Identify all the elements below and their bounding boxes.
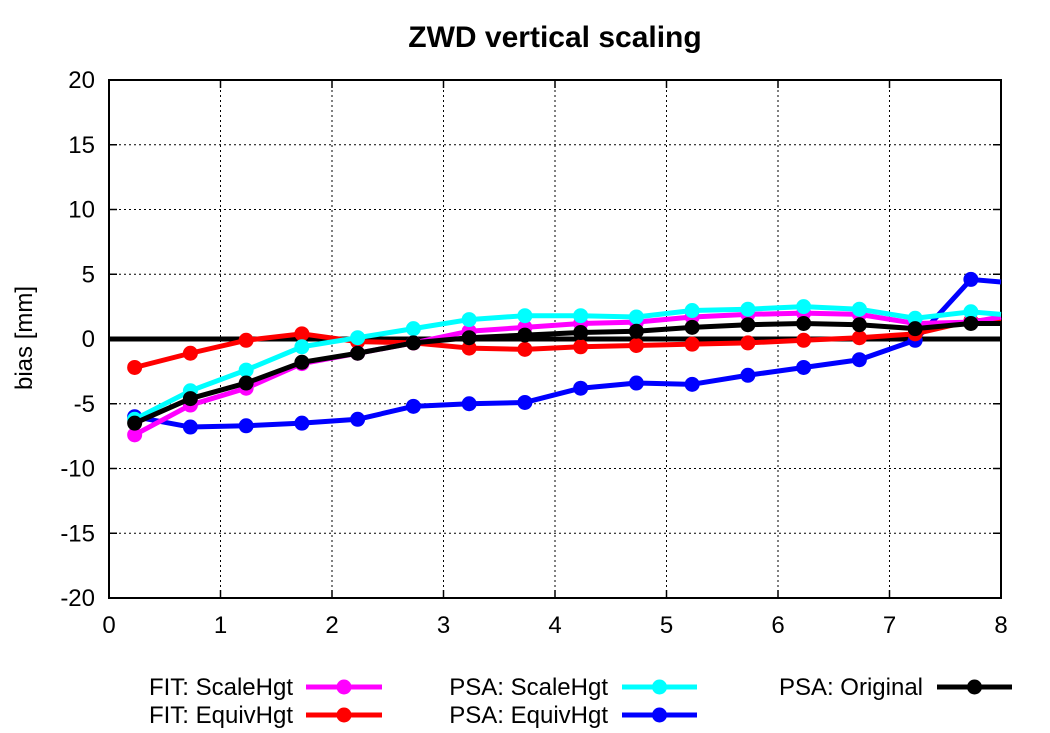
x-tick-label: 6 — [771, 612, 784, 639]
data-point-fit-equivhgt — [461, 340, 477, 356]
data-point-psa-equivhgt — [350, 411, 366, 427]
data-point-psa-scalehgt — [294, 339, 310, 355]
data-point-psa-equivhgt — [461, 396, 477, 412]
data-point-psa-scalehgt — [405, 321, 421, 337]
x-tick-label: 1 — [214, 612, 227, 639]
data-point-psa-scalehgt — [238, 362, 254, 378]
data-point-psa-original — [963, 315, 979, 331]
data-point-psa-original — [796, 315, 812, 331]
data-point-fit-equivhgt — [238, 332, 254, 348]
y-tick-label: 5 — [82, 261, 95, 288]
data-point-fit-equivhgt — [127, 359, 143, 375]
data-point-psa-scalehgt — [851, 301, 867, 317]
legend-marker-fit-scalehgt — [336, 679, 352, 695]
data-point-psa-equivhgt — [294, 415, 310, 431]
data-point-psa-original — [628, 323, 644, 339]
data-point-psa-scalehgt — [350, 330, 366, 346]
data-point-psa-scalehgt — [461, 312, 477, 328]
data-point-psa-scalehgt — [628, 309, 644, 325]
x-tick-label: 7 — [883, 612, 896, 639]
series-line-psa-equivhgt — [134, 276, 1002, 430]
data-point-fit-equivhgt — [740, 335, 756, 351]
data-point-psa-scalehgt — [963, 304, 979, 320]
data-point-psa-original — [238, 375, 254, 391]
data-point-psa-equivhgt — [182, 419, 198, 435]
y-tick-label: -10 — [60, 456, 95, 483]
data-point-fit-equivhgt — [182, 345, 198, 361]
y-tick-label: -5 — [74, 391, 95, 418]
data-point-fit-equivhgt — [684, 336, 700, 352]
data-point-fit-equivhgt — [517, 341, 533, 357]
legend-label-fit-equivhgt: FIT: EquivHgt — [149, 702, 293, 729]
y-tick-label: 0 — [82, 326, 95, 353]
data-point-psa-original — [182, 391, 198, 407]
x-tick-label: 8 — [994, 612, 1007, 639]
data-point-psa-original — [517, 327, 533, 343]
data-point-fit-equivhgt — [294, 326, 310, 342]
data-point-psa-equivhgt — [517, 394, 533, 410]
data-point-psa-scalehgt — [796, 299, 812, 315]
y-tick-label: 20 — [68, 67, 95, 94]
plot-area — [127, 271, 1002, 443]
data-point-psa-original — [573, 325, 589, 341]
data-point-fit-equivhgt — [851, 330, 867, 346]
legend-label-psa-scalehgt: PSA: ScaleHgt — [449, 674, 608, 701]
data-point-psa-scalehgt — [684, 303, 700, 319]
data-point-psa-equivhgt — [628, 375, 644, 391]
data-point-psa-equivhgt — [796, 359, 812, 375]
legend-label-psa-original: PSA: Original — [779, 674, 923, 701]
chart-title: ZWD vertical scaling — [408, 21, 701, 54]
legend-marker-psa-equivhgt — [652, 707, 667, 723]
x-tick-label: 4 — [548, 612, 561, 639]
data-point-psa-equivhgt — [238, 418, 254, 434]
data-point-psa-scalehgt — [517, 308, 533, 324]
data-point-psa-scalehgt — [573, 308, 589, 324]
data-point-psa-original — [405, 335, 421, 351]
axes — [108, 79, 1002, 599]
series-group — [127, 271, 1002, 443]
data-point-psa-scalehgt — [907, 310, 923, 326]
data-point-psa-equivhgt — [405, 398, 421, 414]
data-point-fit-scalehgt — [127, 427, 143, 443]
y-tick-label: -20 — [60, 585, 95, 612]
data-point-fit-equivhgt — [628, 337, 644, 353]
x-tick-label: 3 — [437, 612, 450, 639]
legend-marker-fit-equivhgt — [336, 707, 352, 723]
tick-labels: 0 1 2 3 4 5 6 7 8 -20 -15 -10 -5 0 5 10 15 20 — [60, 67, 1007, 639]
data-point-psa-original — [907, 321, 923, 337]
data-point-fit-equivhgt — [573, 339, 589, 355]
data-point-psa-original — [350, 345, 366, 361]
data-point-psa-original — [684, 319, 700, 335]
data-point-psa-equivhgt — [963, 271, 979, 287]
x-tick-label: 5 — [660, 612, 673, 639]
data-point-psa-equivhgt — [740, 367, 756, 383]
data-point-psa-scalehgt — [740, 301, 756, 317]
data-point-psa-equivhgt — [573, 380, 589, 396]
data-point-psa-original — [851, 317, 867, 333]
data-point-psa-original — [294, 354, 310, 370]
x-tick-label: 0 — [102, 612, 115, 639]
data-point-psa-original — [127, 415, 143, 431]
legend-marker-psa-scalehgt — [652, 679, 667, 695]
x-tick-label: 2 — [325, 612, 338, 639]
data-point-psa-equivhgt — [684, 376, 700, 392]
legend-marker-psa-original — [967, 679, 982, 695]
legend-label-psa-equivhgt: PSA: EquivHgt — [449, 702, 608, 729]
y-tick-label: 10 — [68, 197, 95, 224]
legend-label-fit-scalehgt: FIT: ScaleHgt — [149, 674, 293, 701]
y-tick-label: 15 — [68, 132, 95, 159]
data-point-fit-equivhgt — [796, 332, 812, 348]
data-point-psa-original — [740, 317, 756, 333]
y-axis-label: bias [mm] — [11, 286, 38, 390]
data-point-psa-original — [461, 330, 477, 346]
data-point-psa-equivhgt — [851, 352, 867, 368]
y-tick-label: -15 — [60, 520, 95, 547]
